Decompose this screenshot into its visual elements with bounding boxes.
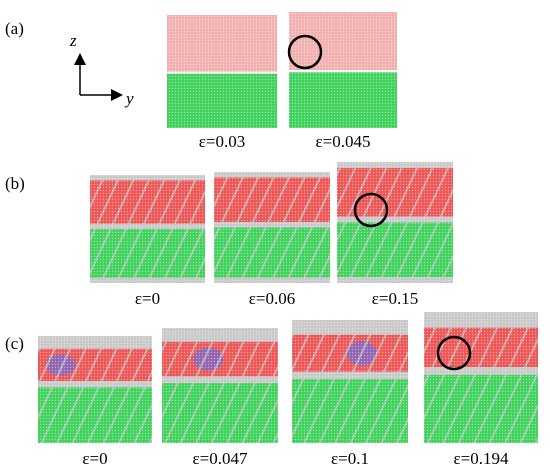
caption: ε=0 (82, 449, 107, 468)
highlight-circle (287, 34, 323, 70)
texture (90, 175, 205, 283)
snapshot (167, 15, 277, 128)
axes-indicator: z y (69, 31, 134, 108)
highlight-circle (436, 335, 472, 371)
texture (214, 172, 330, 283)
texture (167, 15, 277, 128)
snapshot (38, 336, 152, 443)
texture (337, 162, 453, 283)
panel-label: (c) (5, 334, 24, 353)
axis-label: y (124, 89, 134, 108)
snapshot (90, 175, 205, 283)
highlight-circle (353, 192, 389, 228)
caption: ε=0.047 (193, 449, 248, 468)
caption: ε=0.03 (199, 132, 245, 151)
caption: ε=0.15 (372, 289, 418, 308)
snapshot (162, 328, 278, 443)
snapshot (289, 12, 397, 128)
snapshot (214, 172, 330, 283)
caption: ε=0.1 (331, 449, 369, 468)
texture (289, 12, 397, 128)
panel-label: (b) (5, 174, 25, 193)
snapshot (424, 312, 538, 443)
panel-label: (a) (5, 19, 24, 38)
axis-label: z (69, 31, 77, 50)
texture (162, 328, 278, 443)
caption: ε=0.045 (316, 132, 371, 151)
caption: ε=0 (135, 289, 160, 308)
texture (424, 312, 538, 443)
snapshot (337, 162, 453, 283)
texture (38, 336, 152, 443)
snapshot (292, 320, 408, 443)
texture (292, 320, 408, 443)
caption: ε=0.06 (249, 289, 295, 308)
caption: ε=0.194 (454, 449, 509, 468)
